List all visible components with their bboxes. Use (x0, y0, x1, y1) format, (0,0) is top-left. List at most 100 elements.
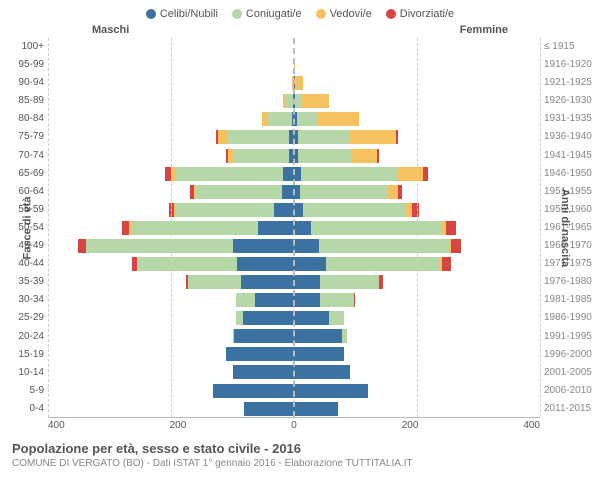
bar (294, 257, 491, 271)
x-tick: 400 (523, 420, 540, 431)
segment-c (243, 311, 294, 325)
legend-label: Divorziati/e (400, 8, 454, 20)
bar (294, 347, 405, 361)
bar (294, 76, 340, 90)
bar (294, 185, 457, 199)
segment-c (294, 347, 344, 361)
x-tick: 400 (48, 420, 65, 431)
y-tick-age: 90-94 (0, 74, 44, 92)
bar (294, 365, 411, 379)
x-axis-ticks: 4002000200400 (0, 418, 600, 431)
segment-k (326, 257, 439, 271)
y-tick-age: 95-99 (0, 56, 44, 74)
segment-c (294, 293, 320, 307)
segment-d (423, 167, 428, 181)
segment-k (137, 257, 237, 271)
segment-c (294, 402, 338, 416)
segment-c (258, 221, 294, 235)
legend-label: Vedovi/e (330, 8, 372, 20)
y-tick-age: 0-4 (0, 400, 44, 418)
bar (294, 311, 405, 325)
y-tick-birth: 1996-2000 (544, 346, 600, 364)
y-tick-birth: 1921-1925 (544, 74, 600, 92)
bar (156, 130, 294, 144)
bar (116, 167, 294, 181)
segment-c (294, 311, 329, 325)
segment-c (255, 293, 294, 307)
segment-k (196, 185, 282, 199)
center-line (293, 38, 295, 417)
bar (294, 58, 306, 72)
segment-k (176, 167, 283, 181)
segment-k (176, 203, 275, 217)
segment-c (294, 221, 311, 235)
bar (174, 293, 294, 307)
segment-k (233, 149, 289, 163)
female-header: Femmine (460, 24, 508, 36)
plot (48, 38, 540, 418)
segment-k (342, 329, 346, 343)
segment-d (446, 221, 456, 235)
bar (294, 221, 494, 235)
bar (294, 94, 386, 108)
y-tick-birth: 1971-1975 (544, 255, 600, 273)
segment-v (318, 112, 359, 126)
y-axis-right-title: Anni di nascita (559, 189, 571, 267)
segment-c (294, 275, 320, 289)
bar (153, 384, 294, 398)
y-tick-birth: 1931-1935 (544, 110, 600, 128)
segment-c (234, 329, 294, 343)
y-tick-birth: 1951-1955 (544, 183, 600, 201)
gender-headers: Maschi Femmine (0, 24, 600, 36)
segment-k (267, 112, 292, 126)
y-tick-age: 85-89 (0, 92, 44, 110)
y-tick-birth: 1966-1970 (544, 237, 600, 255)
y-tick-birth: 1976-1980 (544, 273, 600, 291)
legend-item: Celibi/Nubili (146, 8, 218, 20)
segment-d (396, 130, 398, 144)
segment-c (237, 257, 294, 271)
y-tick-age: 35-39 (0, 273, 44, 291)
segment-c (226, 347, 294, 361)
bar (88, 221, 294, 235)
segment-k (311, 221, 441, 235)
segment-c (233, 365, 295, 379)
segment-c (294, 167, 301, 181)
y-tick-birth: 1926-1930 (544, 92, 600, 110)
plot-area: Fasce di età 100+95-9990-9485-8980-8475-… (0, 38, 600, 418)
legend-label: Celibi/Nubili (160, 8, 218, 20)
segment-d (354, 293, 356, 307)
segment-k (297, 112, 317, 126)
y-axis-left-title: Fasce di età (21, 197, 33, 260)
bar (171, 365, 294, 379)
segment-d (451, 239, 461, 253)
legend-swatch (316, 9, 326, 19)
y-tick-birth: 1981-1985 (544, 291, 600, 309)
chart-title: Popolazione per età, sesso e stato civil… (12, 441, 588, 456)
y-tick-age: 80-84 (0, 110, 44, 128)
legend-swatch (232, 9, 242, 19)
segment-k (298, 130, 350, 144)
segment-c (274, 203, 294, 217)
grid-line (171, 38, 172, 417)
segment-k (300, 185, 388, 199)
x-tick: 200 (402, 420, 419, 431)
legend-swatch (146, 9, 156, 19)
bar (294, 167, 475, 181)
bar (63, 239, 294, 253)
segment-c (241, 275, 294, 289)
segment-v (352, 149, 377, 163)
y-tick-age: 100+ (0, 38, 44, 56)
y-tick-age: 25-29 (0, 309, 44, 327)
bar (294, 275, 442, 289)
y-tick-birth: 2001-2005 (544, 364, 600, 382)
segment-v (398, 167, 423, 181)
segment-d (377, 149, 379, 163)
segment-v (350, 130, 396, 144)
bar (294, 329, 408, 343)
y-tick-birth: 1941-1945 (544, 147, 600, 165)
y-tick-age: 65-69 (0, 165, 44, 183)
bar (272, 76, 294, 90)
segment-v (302, 94, 329, 108)
population-pyramid-chart: Celibi/NubiliConiugati/eVedovi/eDivorzia… (0, 0, 600, 500)
